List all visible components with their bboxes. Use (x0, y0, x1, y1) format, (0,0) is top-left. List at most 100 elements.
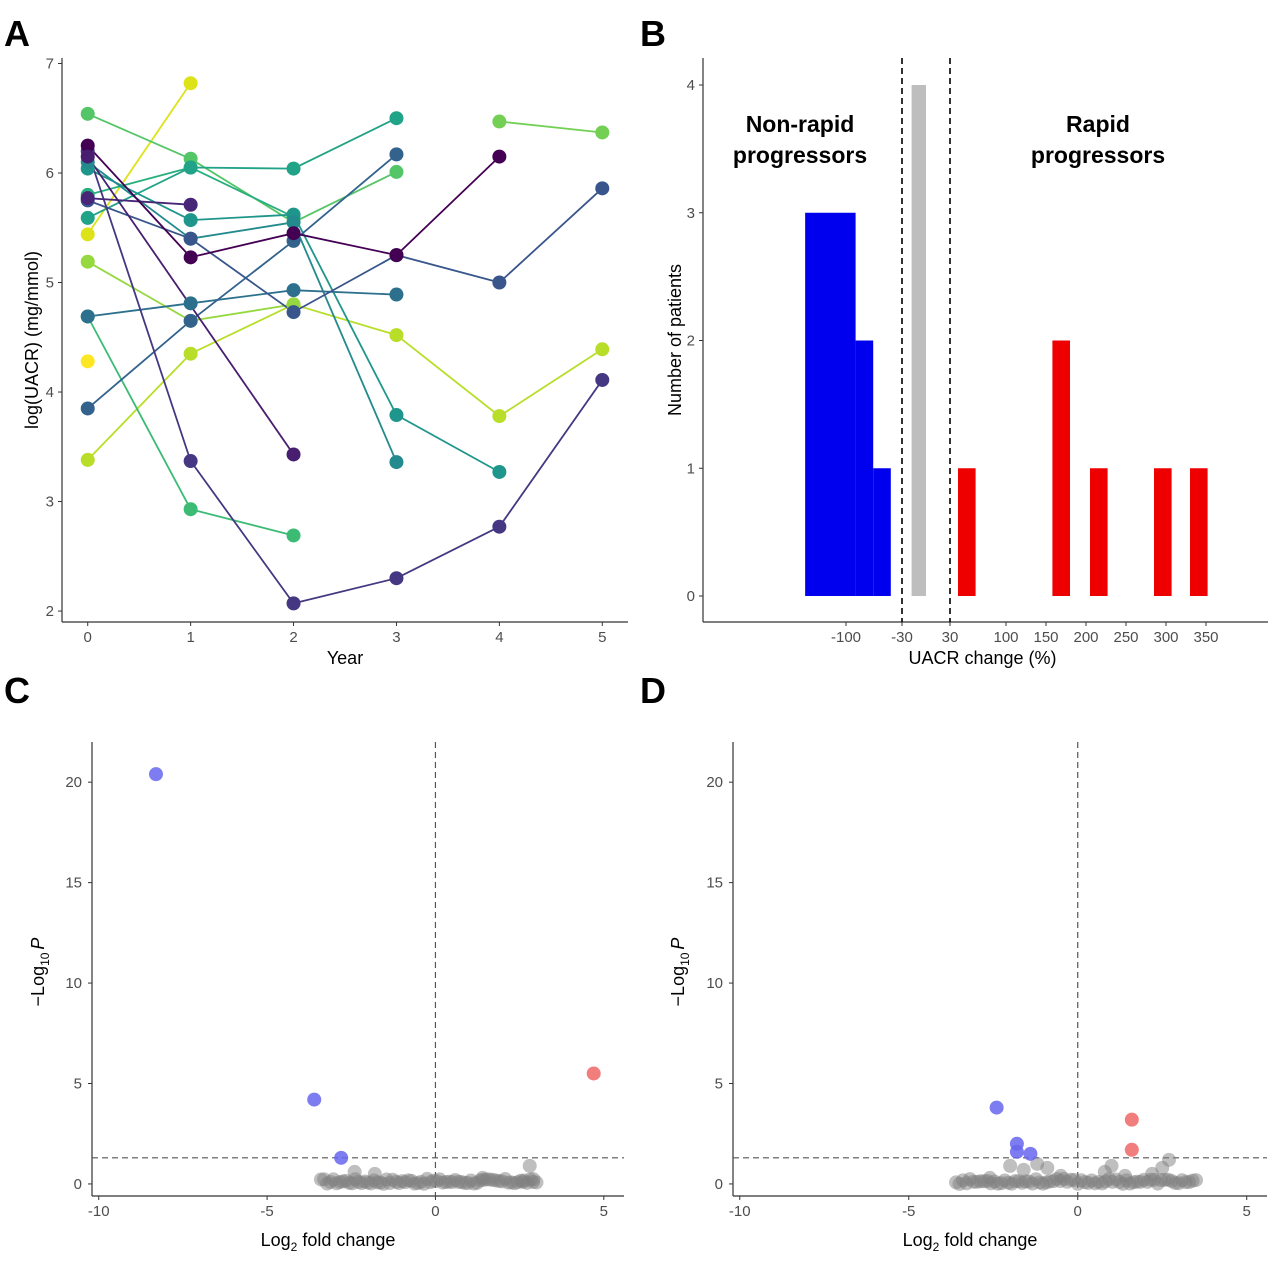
data-point (492, 114, 507, 129)
x-tick-label: 5 (598, 629, 606, 646)
y-axis-title: Number of patients (665, 264, 685, 416)
x-axis-title-subscript: 2 (291, 1240, 298, 1254)
nonsignificant-point (367, 1166, 382, 1181)
data-point (80, 138, 95, 153)
y-axis-title-main: −Log (28, 966, 48, 1007)
y-tick-label: 4 (46, 384, 54, 401)
y-tick-label: 5 (74, 1076, 82, 1093)
data-point (389, 408, 404, 423)
x-tick-label: 0 (1074, 1203, 1082, 1220)
data-point (80, 401, 95, 416)
data-point (389, 287, 404, 302)
data-point (80, 227, 95, 242)
x-tick-label: 5 (1243, 1203, 1251, 1220)
data-point (80, 452, 95, 467)
nonsignificant-point (1145, 1166, 1160, 1181)
data-point (183, 197, 198, 212)
x-tick-label: 0 (431, 1203, 439, 1220)
y-tick-label: 6 (46, 165, 54, 182)
significant-point (148, 767, 163, 782)
data-point (286, 596, 301, 611)
data-point (80, 149, 95, 164)
y-tick-label: 20 (65, 774, 82, 791)
x-tick-label: -5 (260, 1203, 273, 1220)
data-point (389, 248, 404, 263)
data-point (183, 296, 198, 311)
y-tick-label: 15 (65, 875, 82, 892)
y-tick-label: 3 (46, 494, 54, 511)
nonsignificant-point (1053, 1168, 1068, 1183)
x-tick-label: 4 (495, 629, 503, 646)
x-tick-label: 350 (1193, 629, 1218, 646)
histogram-bar (1190, 468, 1208, 596)
y-axis-title: −Log10 P (28, 938, 52, 1007)
series-line (499, 120, 603, 134)
x-tick-label: 100 (993, 629, 1018, 646)
x-axis-title: Log2 fold change (903, 1230, 1038, 1254)
series-line (87, 153, 398, 410)
data-point (183, 213, 198, 228)
data-point (183, 231, 198, 246)
x-tick-label: -30 (891, 629, 913, 646)
nonsignificant-point (1003, 1158, 1018, 1173)
nonsignificant-point (1097, 1164, 1112, 1179)
y-axis-title-italic: P (28, 938, 48, 950)
data-point (183, 313, 198, 328)
data-point (286, 305, 301, 320)
data-point (286, 226, 301, 241)
annotation-label: progressors (1031, 142, 1165, 168)
nonsignificant-point (1016, 1162, 1031, 1177)
x-tick-label: 150 (1033, 629, 1058, 646)
nonsignificant-point (1189, 1173, 1204, 1188)
y-axis-title: −Log10 P (668, 938, 692, 1007)
data-point (595, 372, 610, 387)
histogram-bar (873, 468, 891, 596)
x-axis-title-subscript: 2 (933, 1240, 940, 1254)
y-tick-label: 7 (46, 55, 54, 72)
data-point (492, 464, 507, 479)
x-axis-title-rest: fold change (297, 1230, 395, 1250)
significant-point (1124, 1112, 1139, 1127)
y-tick-label: 5 (46, 275, 54, 292)
data-point (80, 254, 95, 269)
data-point (389, 111, 404, 126)
data-point (492, 275, 507, 290)
x-tick-label: 300 (1153, 629, 1178, 646)
y-tick-label: 10 (706, 975, 723, 992)
x-tick-label: 5 (600, 1203, 608, 1220)
y-tick-label: 4 (687, 77, 695, 94)
nonsignificant-point (1030, 1156, 1045, 1171)
y-tick-label: 1 (687, 460, 695, 477)
data-point (389, 164, 404, 179)
y-tick-label: 10 (65, 975, 82, 992)
data-point (80, 309, 95, 324)
series-line (87, 289, 397, 318)
data-point (183, 346, 198, 361)
nonsignificant-point (347, 1164, 362, 1179)
x-axis-title-main: Log (261, 1230, 291, 1250)
y-tick-label: 2 (687, 333, 695, 350)
histogram-bar (958, 468, 976, 596)
x-tick-label: 1 (186, 629, 194, 646)
x-tick-label: -10 (88, 1203, 110, 1220)
x-tick-label: -100 (831, 629, 861, 646)
data-point (595, 342, 610, 357)
data-point (595, 181, 610, 196)
x-axis-title: Year (327, 648, 363, 668)
data-point (286, 528, 301, 543)
significant-point (586, 1066, 601, 1081)
data-point (286, 283, 301, 298)
data-point (389, 328, 404, 343)
x-axis-title: Log2 fold change (261, 1230, 396, 1254)
data-point (80, 210, 95, 225)
nonsignificant-point (526, 1174, 541, 1189)
histogram-bar (855, 340, 874, 596)
annotation-label: Rapid (1066, 111, 1130, 137)
series-line (87, 117, 397, 219)
x-tick-label: 250 (1113, 629, 1138, 646)
y-tick-label: 3 (687, 205, 695, 222)
annotation-label: progressors (733, 142, 867, 168)
y-tick-label: 15 (706, 875, 723, 892)
